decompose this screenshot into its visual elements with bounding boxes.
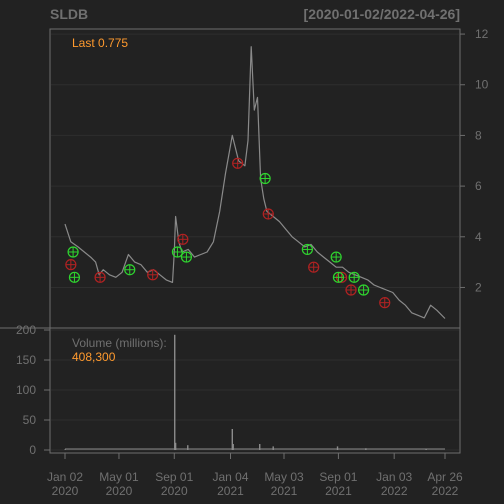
volume-tick-label: 150	[16, 353, 36, 367]
date-tick-label: Sep 01	[155, 470, 193, 484]
last-price-label: Last 0.775	[72, 36, 128, 50]
date-tick-year: 2020	[52, 484, 79, 498]
date-tick-year: 2022	[432, 484, 459, 498]
date-tick-label: Jan 03	[376, 470, 412, 484]
date-tick-label: Sep 01	[319, 470, 357, 484]
price-tick-label: 6	[475, 179, 482, 193]
volume-label: Volume (millions):	[72, 336, 167, 350]
date-tick-label: Jan 02	[47, 470, 83, 484]
date-tick-label: May 03	[264, 470, 304, 484]
volume-tick-label: 50	[23, 413, 37, 427]
price-grid	[51, 33, 459, 288]
chart-frame	[49, 28, 461, 454]
volume-grid	[51, 329, 459, 451]
price-tick-label: 10	[475, 78, 489, 92]
date-tick-year: 2020	[161, 484, 188, 498]
price-tick-label: 4	[475, 230, 482, 244]
date-tick-label: May 01	[99, 470, 139, 484]
date-tick-label: Jan 04	[212, 470, 248, 484]
date-tick-year: 2020	[106, 484, 133, 498]
ticker-title: SLDB	[50, 6, 88, 22]
volume-bars	[64, 334, 445, 450]
date-tick-year: 2021	[325, 484, 352, 498]
volume-axis: 0 50 100 150 200	[16, 323, 50, 457]
price-tick-label: 2	[475, 280, 482, 294]
price-series	[64, 46, 446, 319]
volume-value: 408,300	[72, 350, 116, 364]
date-tick-year: 2021	[271, 484, 298, 498]
price-axis: 2 4 6 8 10 12	[460, 27, 489, 294]
trade-markers	[65, 157, 391, 309]
price-line	[64, 46, 446, 319]
volume-tick-label: 200	[16, 323, 36, 337]
date-range-title: [2020-01-02/2022-04-26]	[304, 6, 460, 22]
date-tick-year: 2021	[217, 484, 244, 498]
price-tick-label: 12	[475, 27, 489, 41]
price-tick-label: 8	[475, 128, 482, 142]
volume-tick-label: 100	[16, 383, 36, 397]
volume-tick-label: 0	[29, 443, 36, 457]
date-tick-year: 2022	[381, 484, 408, 498]
date-tick-label: Apr 26	[427, 470, 463, 484]
